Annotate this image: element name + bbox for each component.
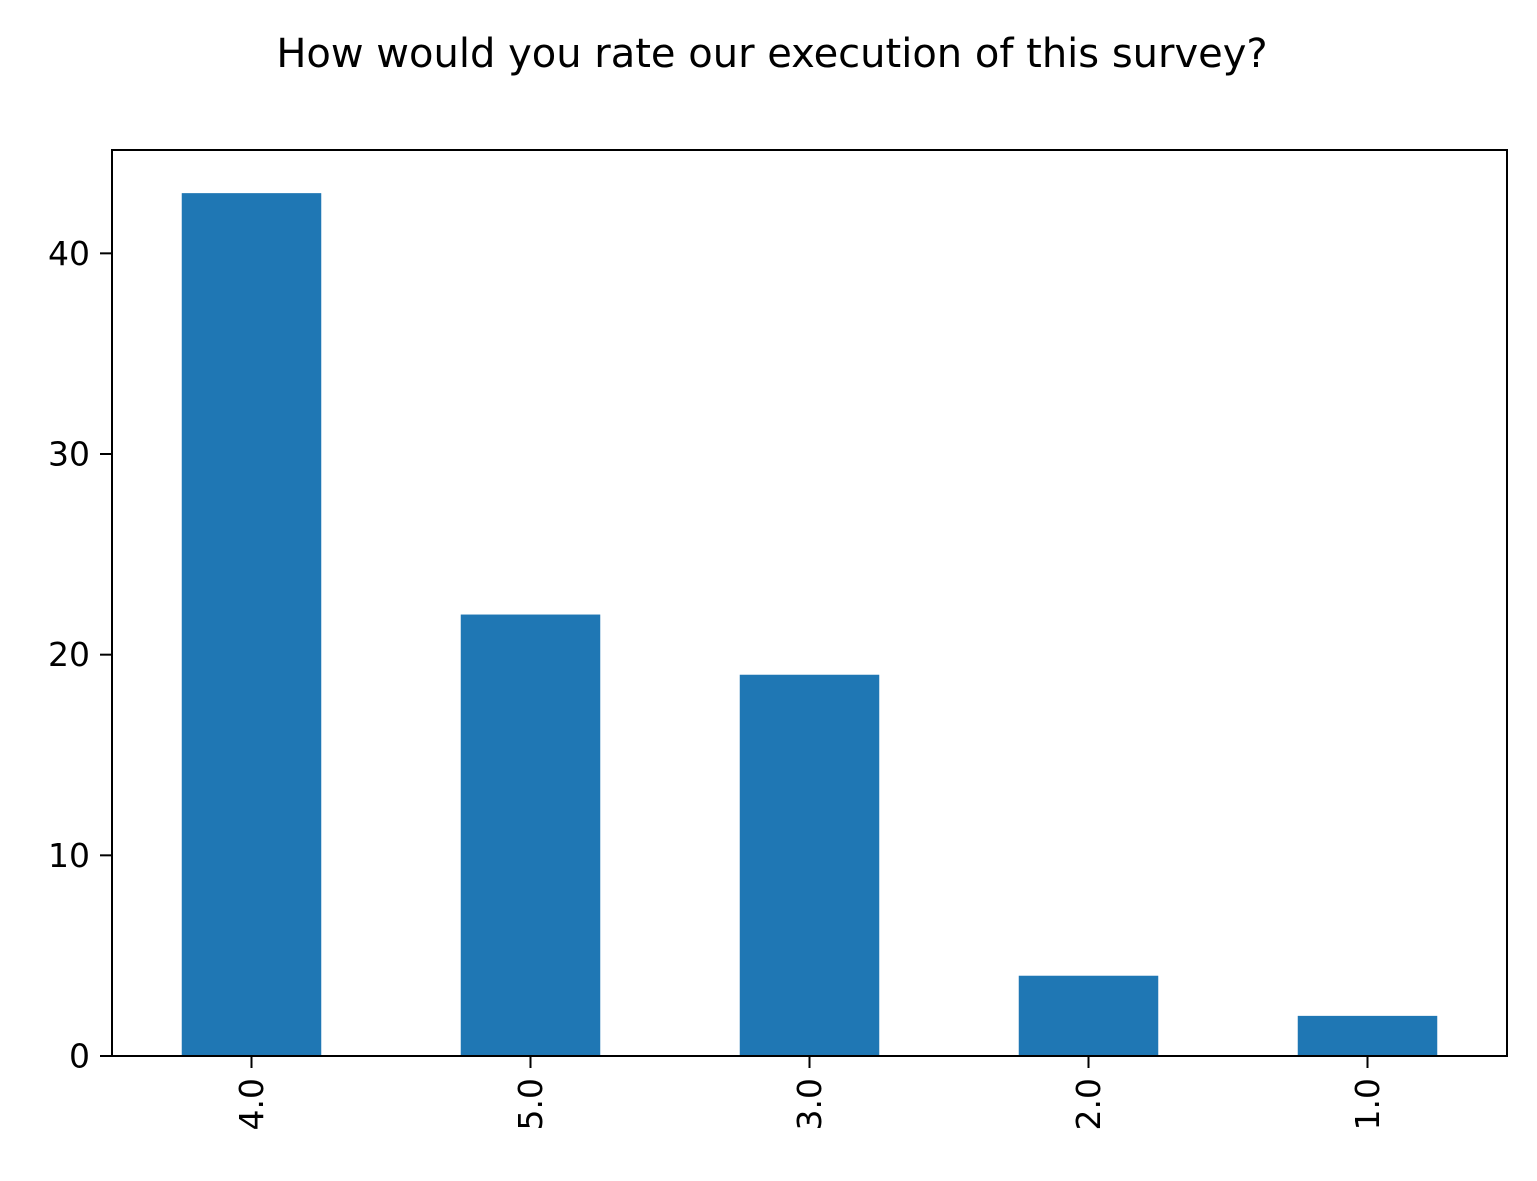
bar-4.0 [181, 193, 322, 1057]
chart-title: How would you rate our execution of this… [276, 31, 1267, 77]
bar-5.0 [460, 614, 601, 1056]
y-tick-label-0: 0 [69, 1037, 90, 1076]
bar-1.0 [1297, 1015, 1438, 1056]
bar-2.0 [1018, 975, 1159, 1056]
x-tick-label-1.0: 1.0 [1348, 1078, 1387, 1130]
bars-layer [181, 193, 1438, 1057]
y-tick-label-20: 20 [48, 635, 90, 674]
y-tick-label-10: 10 [48, 836, 90, 875]
x-tick-label-3.0: 3.0 [790, 1078, 829, 1130]
y-tick-label-30: 30 [48, 435, 90, 474]
x-tick-label-2.0: 2.0 [1069, 1078, 1108, 1130]
x-tick-label-5.0: 5.0 [511, 1078, 550, 1130]
x-tick-label-4.0: 4.0 [232, 1078, 271, 1130]
bar-3.0 [739, 674, 880, 1056]
y-tick-label-40: 40 [48, 234, 90, 273]
axes-layer: 0 10 20 30 40 4.0 5.0 3.0 2.0 1.0 [48, 149, 1508, 1130]
